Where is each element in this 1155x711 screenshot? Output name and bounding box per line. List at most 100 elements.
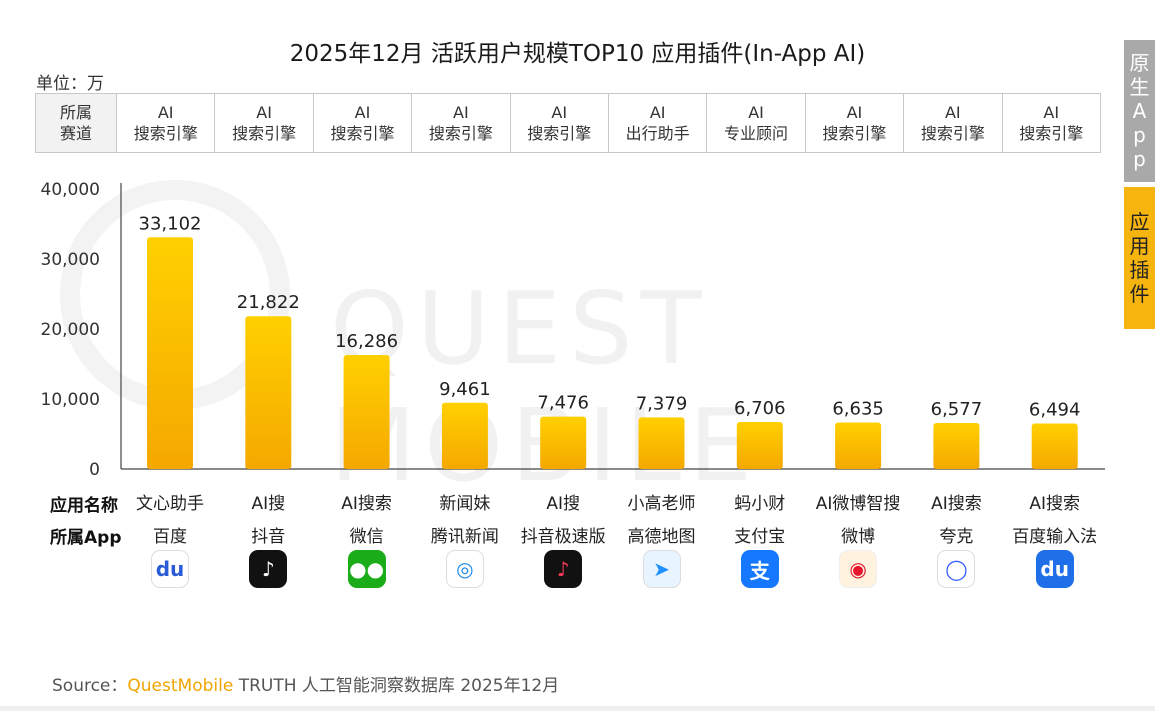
row-label-parent-app: 所属App xyxy=(50,528,122,548)
bar-value-label: 6,577 xyxy=(931,399,983,420)
track-table: 所属 赛道 AI 搜索引擎 AI 搜索引擎 AI 搜索引擎 AI 搜索引擎 AI 搜索引擎 AI 出行… xyxy=(35,93,1102,153)
y-tick-label: 20,000 xyxy=(41,320,100,340)
track-cell: AI 搜索引擎 xyxy=(214,93,314,153)
source-prefix: Source： xyxy=(52,676,128,696)
y-tick-label: 0 xyxy=(89,460,100,480)
bar-value-label: 6,494 xyxy=(1029,400,1081,421)
track-cell: AI 搜索引擎 xyxy=(411,93,511,153)
track-cell: AI 搜索引擎 xyxy=(312,93,413,153)
douyin-lite-icon: ♪ xyxy=(544,550,583,588)
quark-icon: ◯ xyxy=(937,550,976,588)
x-label-parent-app: 微博 xyxy=(841,527,876,547)
alipay-icon: 支 xyxy=(740,550,779,588)
bottom-divider xyxy=(0,706,1155,711)
track-cell-line2: 出行助手 xyxy=(625,124,690,143)
track-cell-line1: AI xyxy=(649,103,666,122)
bar xyxy=(736,422,783,469)
amap-icon: ➤ xyxy=(642,550,681,588)
track-cell-line1: AI xyxy=(748,103,764,122)
y-tick-label: 30,000 xyxy=(41,250,100,270)
douyin-icon: ♪ xyxy=(249,550,288,588)
track-cell: AI 搜索引擎 xyxy=(903,93,1003,153)
bar xyxy=(933,422,980,469)
track-cell-line1: AI xyxy=(551,103,568,122)
x-label-app-name: 小高老师 xyxy=(627,494,696,514)
bar-value-label: 6,635 xyxy=(832,399,884,420)
bar xyxy=(1031,423,1078,469)
track-cell-line2: 搜索引擎 xyxy=(822,124,887,143)
track-header-line1: 所属 xyxy=(59,103,92,122)
track-cell-line2: 搜索引擎 xyxy=(232,124,297,143)
bar xyxy=(245,316,292,469)
track-cell-line1: AI xyxy=(944,103,961,122)
x-label-app-name: 新闻妹 xyxy=(439,494,491,514)
baidu-icon: du xyxy=(151,550,189,588)
bar-value-label: 21,822 xyxy=(237,292,300,313)
track-header-cell: 所属 赛道 xyxy=(35,93,117,153)
bar-value-label: 6,706 xyxy=(734,398,786,419)
x-label-parent-app: 高德地图 xyxy=(627,527,696,547)
track-cell-line1: AI xyxy=(453,103,469,122)
bar xyxy=(343,354,390,469)
weibo-icon: ◉ xyxy=(839,550,878,588)
tab-app-plugin[interactable]: 应用插件 xyxy=(1124,187,1155,329)
x-label-app-name: AI微博智搜 xyxy=(815,494,901,514)
baidu-input-icon: du xyxy=(1035,550,1074,588)
unit-label: 单位：万 xyxy=(36,74,104,94)
x-label-parent-app: 夸克 xyxy=(939,527,974,547)
tab-native-app[interactable]: 原生App xyxy=(1124,40,1155,182)
bar xyxy=(638,417,685,469)
bar-value-label: 9,461 xyxy=(439,379,491,400)
tab-native-app-label: 原生App xyxy=(1129,51,1150,171)
track-cell-line1: AI xyxy=(1043,103,1060,122)
track-cell-line2: 搜索引擎 xyxy=(428,124,493,143)
chart-title: 2025年12月 活跃用户规模TOP10 应用插件(In-App AI) xyxy=(289,41,866,67)
bar xyxy=(441,402,488,469)
x-label-parent-app: 支付宝 xyxy=(734,527,786,547)
bar-value-label: 7,476 xyxy=(537,393,589,414)
x-label-parent-app: 百度输入法 xyxy=(1012,527,1098,547)
wechat-icon: ●● xyxy=(347,550,386,588)
x-label-parent-app: 腾讯新闻 xyxy=(430,527,499,547)
x-label-app-name: AI搜索 xyxy=(1029,494,1081,514)
y-tick-label: 40,000 xyxy=(41,180,100,200)
track-cell-line2: 搜索引擎 xyxy=(527,124,592,143)
x-label-app-name: 蚂小财 xyxy=(734,494,786,514)
x-label-app-name: AI搜 xyxy=(546,494,581,514)
bar xyxy=(540,416,587,469)
x-label-parent-app: 百度 xyxy=(153,527,187,547)
source-brand: QuestMobile xyxy=(127,676,234,696)
source-rest: TRUTH 人工智能洞察数据库 2025年12月 xyxy=(233,676,560,696)
x-label-parent-app: 抖音极速版 xyxy=(520,527,606,547)
y-tick-label: 10,000 xyxy=(41,390,100,410)
x-label-parent-app: 微信 xyxy=(349,527,384,547)
source-note: Source：QuestMobile TRUTH 人工智能洞察数据库 2025年… xyxy=(52,671,559,696)
x-label-app-name: AI搜索 xyxy=(341,494,392,514)
track-cell: AI 出行助手 xyxy=(607,93,708,153)
bar-value-label: 7,379 xyxy=(636,393,688,414)
track-header-line2: 赛道 xyxy=(59,124,92,143)
bar-value-label: 16,286 xyxy=(335,331,398,352)
bar xyxy=(835,422,882,469)
track-cell: AI 搜索引擎 xyxy=(115,93,216,153)
x-label-app-name: 文心助手 xyxy=(136,494,204,514)
bar-value-label: 33,102 xyxy=(139,213,202,234)
track-cell-line1: AI xyxy=(846,103,863,122)
track-cell-line2: 搜索引擎 xyxy=(330,124,395,143)
tencent-news-icon: ◎ xyxy=(445,550,484,588)
track-cell: AI 搜索引擎 xyxy=(804,93,905,153)
bar xyxy=(147,237,193,469)
track-cell-line1: AI xyxy=(157,103,174,122)
track-cell-line2: 搜索引擎 xyxy=(1019,124,1084,143)
x-label-parent-app: 抖音 xyxy=(251,527,286,547)
track-cell-line2: 搜索引擎 xyxy=(920,124,985,143)
track-cell-line1: AI xyxy=(256,103,272,122)
track-cell-line2: 搜索引擎 xyxy=(133,124,198,143)
track-row: 所属 赛道 AI 搜索引擎 AI 搜索引擎 AI 搜索引擎 AI 搜索引擎 AI 搜索引擎 AI 出行… xyxy=(35,93,1102,153)
track-cell-line2: 专业顾问 xyxy=(724,124,789,143)
x-label-app-name: AI搜索 xyxy=(931,494,982,514)
track-cell-line1: AI xyxy=(354,103,371,122)
track-cell: AI 搜索引擎 xyxy=(1001,93,1102,153)
track-cell: AI 搜索引擎 xyxy=(509,93,609,153)
